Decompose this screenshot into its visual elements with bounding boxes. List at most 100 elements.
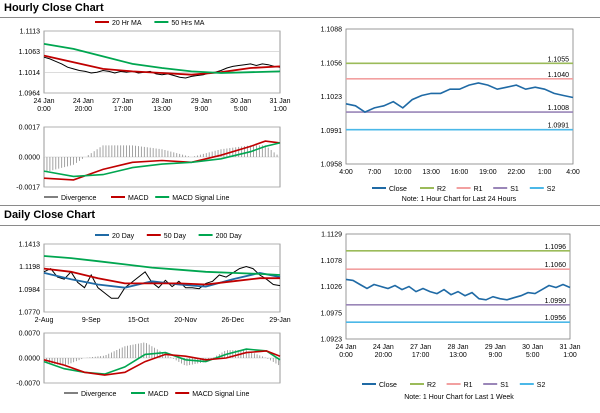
hourly-pivot-note: Note: 1 Hour Chart for Last 24 Hours — [402, 196, 517, 203]
hourly-price-xtick-label: 27 Jan — [112, 98, 133, 105]
daily-macd-ytick-label: -0.0070 — [16, 381, 40, 388]
daily-macd-ytick-label: 0.0070 — [19, 331, 41, 338]
hourly-pivot-xtick-label: 19:00 — [479, 169, 497, 176]
hourly-pivot-level-label-s2: 1.0991 — [548, 123, 570, 130]
hourly-price-xtick-label: 31 Jan — [269, 98, 290, 105]
hourly-pivot-level-label-s1: 1.1008 — [548, 105, 570, 112]
daily-pivot-level-label-r2: 1.1096 — [545, 244, 567, 251]
hourly-price-xtick-label: 13:00 — [153, 106, 171, 113]
daily-price-legend-label-50-day: 50 Day — [164, 233, 187, 240]
daily-price-legend-label-20-day: 20 Day — [112, 233, 135, 240]
hourly-title-rule — [0, 17, 600, 18]
daily-price-ytick-label: 1.1413 — [19, 242, 41, 249]
hourly-pivot-ytick-label: 1.0958 — [321, 162, 343, 169]
daily-pivot-xtick-label: 24 Jan — [373, 344, 394, 351]
hourly-price-series-50-hrs-ma — [43, 43, 281, 74]
daily-pivot-level-label-s1: 1.0990 — [545, 298, 567, 305]
daily-price-xtick-label: 15-Oct — [128, 317, 149, 324]
daily-title-rule — [0, 225, 600, 226]
hourly-price-xtick-label: 0:00 — [37, 106, 51, 113]
hourly-pivot-xtick-label: 7:00 — [368, 169, 382, 176]
daily-pivot-ytick-label: 1.1129 — [321, 232, 342, 239]
daily-price-ytick-label: 1.0770 — [19, 310, 41, 317]
daily-pivot-series-close — [345, 278, 571, 301]
hourly-pivot-legend-label-s2: S2 — [547, 186, 556, 193]
hourly-pivot-xtick-label: 16:00 — [451, 169, 469, 176]
daily-macd-series-macd-signal-line — [43, 350, 281, 376]
hourly-pivot-xtick-label: 1:00 — [538, 169, 552, 176]
daily-pivot-level-label-r1: 1.1060 — [545, 262, 567, 269]
daily-pivot-xtick-label: 29 Jan — [485, 344, 506, 351]
hourly-price-ytick-label: 1.0964 — [19, 91, 41, 98]
daily-pivot-xtick-label: 27 Jan — [410, 344, 431, 351]
hourly-pivot-legend-label-r1: R1 — [474, 186, 483, 193]
daily-price-xtick-label: 2-Aug — [35, 317, 54, 324]
daily-price-series-200-day — [43, 255, 281, 276]
daily-price-ytick-label: 1.1198 — [19, 264, 40, 271]
hourly-price-xtick-label: 24 Jan — [73, 98, 94, 105]
hourly-pivot-level-label-r2: 1.1055 — [548, 56, 570, 63]
hourly-price-series-close — [43, 56, 281, 79]
daily-price-xtick-label: 20-Nov — [174, 317, 197, 324]
hourly-macd-ytick-label: 0.0017 — [19, 125, 41, 132]
daily-pivot-legend-label-close: Close — [379, 382, 397, 389]
hourly-macd-legend-label-macd-signal-line: MACD Signal Line — [172, 195, 229, 202]
hourly-pivot-ytick-label: 1.1056 — [321, 60, 343, 67]
daily-pivot-xtick-label: 24 Jan — [335, 344, 356, 351]
daily-pivot-legend-label-r1: R1 — [464, 382, 473, 389]
daily-pivot-ytick-label: 1.1026 — [321, 284, 343, 291]
daily-price-xtick-label: 29-Jan — [269, 317, 291, 324]
daily-macd-legend-label-macd: MACD — [148, 391, 169, 398]
daily-price-xtick-label: 26-Dec — [222, 317, 245, 324]
daily-pivot-xtick-label: 20:00 — [375, 352, 393, 359]
hourly-price-series-20-hr-ma — [43, 54, 281, 76]
daily-section-title: Daily Close Chart — [4, 209, 96, 221]
hourly-pivot-xtick-label: 4:00 — [339, 169, 353, 176]
daily-macd-legend-label-divergence: Divergence — [81, 391, 117, 398]
daily-pivot-ytick-label: 1.0975 — [321, 310, 343, 317]
section-divider — [0, 205, 600, 206]
hourly-price-xtick-label: 29 Jan — [191, 98, 212, 105]
hourly-pivot-level-label-r1: 1.1040 — [548, 72, 570, 79]
hourly-section-title: Hourly Close Chart — [4, 2, 104, 14]
daily-pivot-xtick-label: 5:00 — [526, 352, 540, 359]
hourly-macd-ytick-label: 0.0000 — [19, 155, 41, 162]
hourly-pivot-ytick-label: 1.0991 — [321, 128, 343, 135]
hourly-pivot-ytick-label: 1.1088 — [321, 27, 343, 34]
daily-price-xtick-label: 9-Sep — [82, 317, 101, 324]
daily-pivot-note: Note: 1 Hour Chart for Last 1 Week — [404, 394, 514, 401]
hourly-price-xtick-label: 5:00 — [234, 106, 248, 113]
daily-pivot-legend-label-s2: S2 — [537, 382, 546, 389]
hourly-price-ytick-label: 1.1014 — [19, 70, 41, 77]
daily-price-ytick-label: 1.0984 — [19, 287, 41, 294]
hourly-macd-ytick-label: -0.0017 — [16, 185, 40, 192]
hourly-price-xtick-label: 28 Jan — [151, 98, 172, 105]
hourly-pivot-ytick-label: 1.1023 — [321, 94, 343, 101]
hourly-price-legend-label-20-hr-ma: 20 Hr MA — [112, 20, 142, 27]
hourly-price-xtick-label: 30 Jan — [230, 98, 251, 105]
hourly-pivot-legend-label-s1: S1 — [510, 186, 519, 193]
hourly-price-xtick-label: 20:00 — [75, 106, 93, 113]
hourly-macd-legend-label-macd: MACD — [128, 195, 149, 202]
daily-price-frame — [43, 243, 281, 313]
daily-pivot-xtick-label: 31 Jan — [559, 344, 580, 351]
daily-pivot-xtick-label: 1:00 — [563, 352, 577, 359]
daily-pivot-legend-label-r2: R2 — [427, 382, 436, 389]
daily-pivot-ytick-label: 1.1078 — [321, 258, 343, 265]
daily-macd-legend-label-macd-signal-line: MACD Signal Line — [192, 391, 249, 398]
daily-price-legend-label-200-day: 200 Day — [216, 233, 243, 240]
hourly-pivot-xtick-label: 13:00 — [422, 169, 440, 176]
hourly-pivot-xtick-label: 10:00 — [394, 169, 412, 176]
hourly-price-ytick-label: 1.1113 — [20, 29, 40, 36]
daily-pivot-level-label-s2: 1.0956 — [545, 315, 567, 322]
daily-pivot-ytick-label: 1.0923 — [321, 337, 343, 344]
daily-pivot-xtick-label: 9:00 — [489, 352, 503, 359]
hourly-pivot-xtick-label: 22:00 — [507, 169, 525, 176]
hourly-pivot-xtick-label: 4:00 — [566, 169, 580, 176]
hourly-price-xtick-label: 9:00 — [195, 106, 209, 113]
hourly-macd-series-macd — [43, 140, 281, 181]
daily-pivot-frame — [345, 233, 571, 340]
daily-pivot-xtick-label: 0:00 — [339, 352, 353, 359]
hourly-price-ytick-label: 1.1063 — [19, 49, 41, 56]
